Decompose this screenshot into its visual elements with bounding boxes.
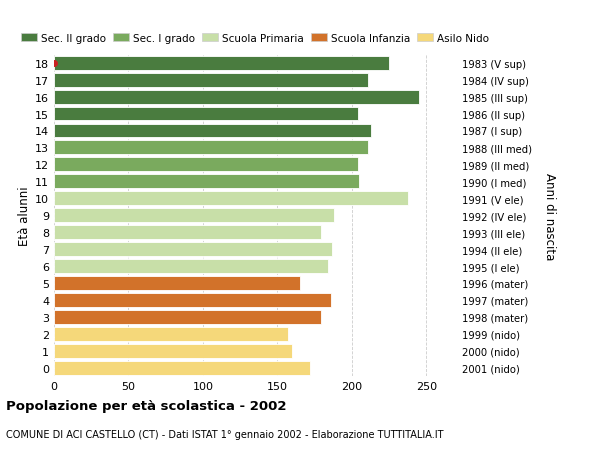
Bar <box>54 124 371 138</box>
Legend: Sec. II grado, Sec. I grado, Scuola Primaria, Scuola Infanzia, Asilo Nido: Sec. II grado, Sec. I grado, Scuola Prim… <box>21 34 489 44</box>
Bar <box>54 192 409 206</box>
Bar <box>54 158 358 172</box>
Bar <box>54 107 358 121</box>
Bar <box>54 259 328 274</box>
Text: Popolazione per età scolastica - 2002: Popolazione per età scolastica - 2002 <box>6 399 287 412</box>
Bar <box>54 310 320 324</box>
Y-axis label: Età alunni: Età alunni <box>18 186 31 246</box>
Bar <box>54 276 299 290</box>
Bar <box>54 90 419 104</box>
Bar <box>54 209 334 223</box>
Y-axis label: Anni di nascita: Anni di nascita <box>542 172 556 259</box>
Bar <box>54 175 359 189</box>
Bar <box>54 226 320 240</box>
Bar <box>54 344 292 358</box>
Bar <box>54 56 389 71</box>
Text: COMUNE DI ACI CASTELLO (CT) - Dati ISTAT 1° gennaio 2002 - Elaborazione TUTTITAL: COMUNE DI ACI CASTELLO (CT) - Dati ISTAT… <box>6 429 443 439</box>
Bar <box>54 73 368 87</box>
Bar <box>54 243 332 257</box>
Bar <box>54 361 310 375</box>
Bar <box>54 327 288 341</box>
Bar <box>54 141 368 155</box>
Bar <box>54 293 331 307</box>
